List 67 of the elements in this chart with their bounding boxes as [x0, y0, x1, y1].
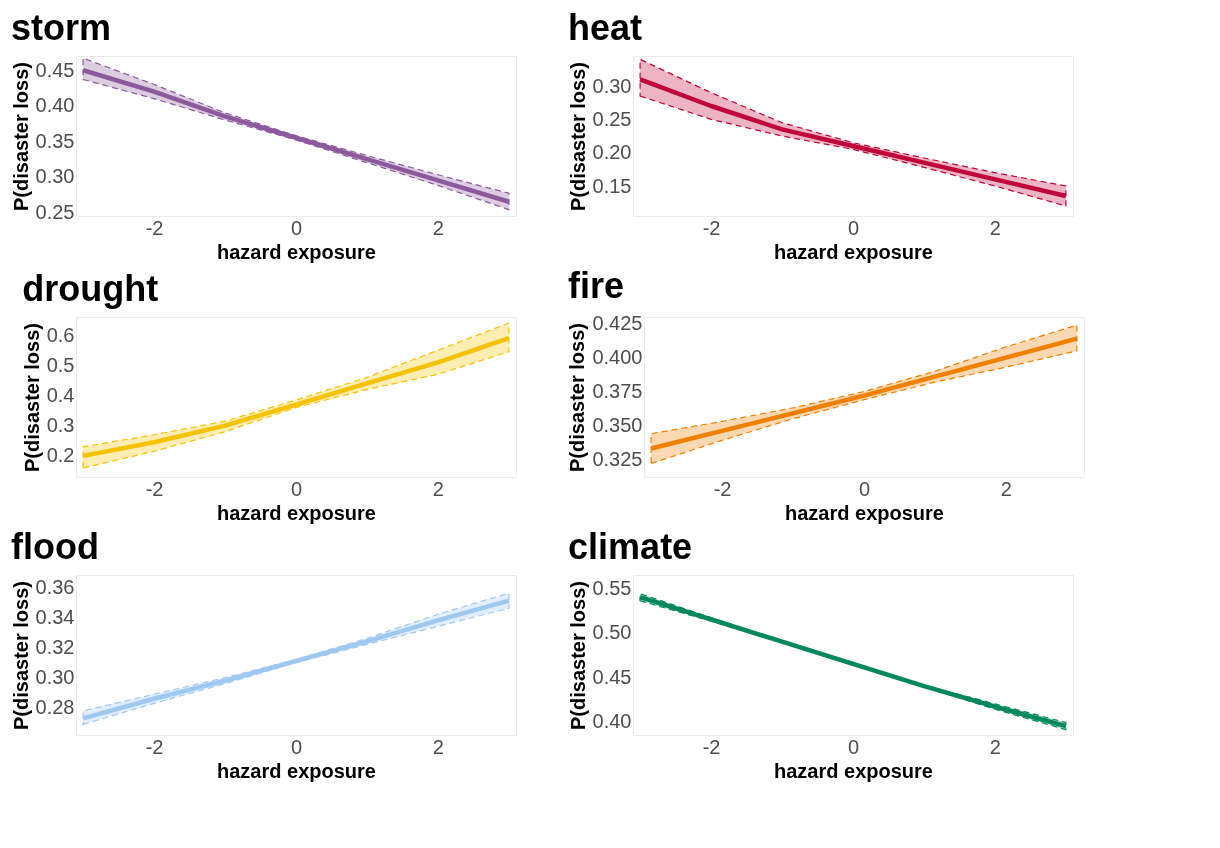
y-tick-label: 0.3 — [46, 414, 75, 437]
y-tick-label: 0.2 — [46, 444, 75, 467]
y-tick-label: 0.375 — [592, 380, 643, 403]
x-tick-label: 2 — [432, 216, 444, 239]
y-tick-label: 0.30 — [35, 165, 75, 188]
y-tick-label: 0.25 — [35, 200, 75, 223]
y-tick-label: 0.34 — [35, 605, 75, 628]
y-tick-label: 0.30 — [35, 666, 75, 689]
y-tick-label: 0.25 — [592, 107, 632, 130]
y-tick-label: 0.36 — [35, 575, 75, 598]
line-series — [80, 335, 512, 459]
line-series — [637, 77, 1069, 199]
y-tick-label: 0.35 — [35, 129, 75, 152]
y-tick-label: 0.325 — [592, 447, 643, 470]
x-axis-title: hazard exposure — [774, 759, 933, 782]
x-tick-label: 0 — [847, 216, 860, 239]
x-tick-label: -2 — [145, 735, 164, 758]
x-tick-label: 2 — [432, 477, 444, 500]
y-tick-label: 0.40 — [35, 94, 75, 117]
y-tick-label: 0.5 — [46, 353, 75, 376]
x-tick-label: 0 — [290, 735, 303, 758]
y-tick-label: 0.400 — [592, 346, 643, 369]
y-tick-label: 0.20 — [592, 141, 632, 164]
y-tick-label: 0.425 — [592, 312, 643, 335]
x-tick-label: 2 — [989, 216, 1001, 239]
y-tick-label: 0.55 — [592, 576, 632, 599]
x-tick-label: 0 — [290, 477, 303, 500]
y-tick-label: 0.40 — [592, 710, 632, 733]
x-axis-title: hazard exposure — [217, 501, 376, 524]
x-axis-title: hazard exposure — [785, 501, 944, 524]
x-tick-label: -2 — [702, 735, 721, 758]
y-tick-label: 0.15 — [592, 174, 632, 197]
x-tick-label: -2 — [713, 477, 732, 500]
chart-title: storm — [11, 6, 112, 48]
x-tick-label: 0 — [290, 216, 303, 239]
x-axis-title: hazard exposure — [217, 759, 376, 782]
y-tick-label: 0.6 — [46, 323, 75, 346]
chart-title: drought — [22, 268, 159, 309]
line-series — [648, 336, 1080, 451]
x-tick-label: -2 — [145, 216, 164, 239]
y-tick-label: 0.350 — [592, 413, 643, 436]
y-axis-title: P(disaster loss) — [9, 581, 32, 730]
x-axis-title: hazard exposure — [774, 240, 933, 263]
chart-title: heat — [568, 7, 643, 48]
chart-title: climate — [568, 526, 693, 567]
x-tick-label: -2 — [145, 477, 164, 500]
chart-title: fire — [567, 264, 624, 306]
y-axis-title: P(disaster loss) — [9, 62, 32, 211]
y-tick-label: 0.45 — [592, 665, 632, 688]
y-tick-label: 0.32 — [35, 635, 75, 658]
y-axis-title: P(disaster loss) — [566, 581, 589, 730]
x-tick-label: -2 — [702, 216, 721, 239]
y-axis-title: P(disaster loss) — [566, 323, 589, 472]
y-tick-label: 0.28 — [35, 696, 75, 719]
x-tick-label: 2 — [989, 735, 1001, 758]
chart-title: flood — [11, 526, 100, 567]
x-tick-label: 0 — [858, 477, 871, 500]
y-tick-label: 0.4 — [46, 383, 75, 406]
y-tick-label: 0.30 — [592, 74, 632, 97]
x-tick-label: 2 — [432, 735, 444, 758]
x-tick-label: 2 — [1000, 477, 1012, 500]
x-axis-title: hazard exposure — [217, 240, 376, 263]
x-tick-label: 0 — [847, 735, 860, 758]
y-tick-label: 0.50 — [592, 621, 632, 644]
y-tick-label: 0.45 — [35, 58, 75, 81]
y-axis-title: P(disaster loss) — [566, 62, 589, 211]
y-axis-title: P(disaster loss) — [20, 323, 43, 472]
